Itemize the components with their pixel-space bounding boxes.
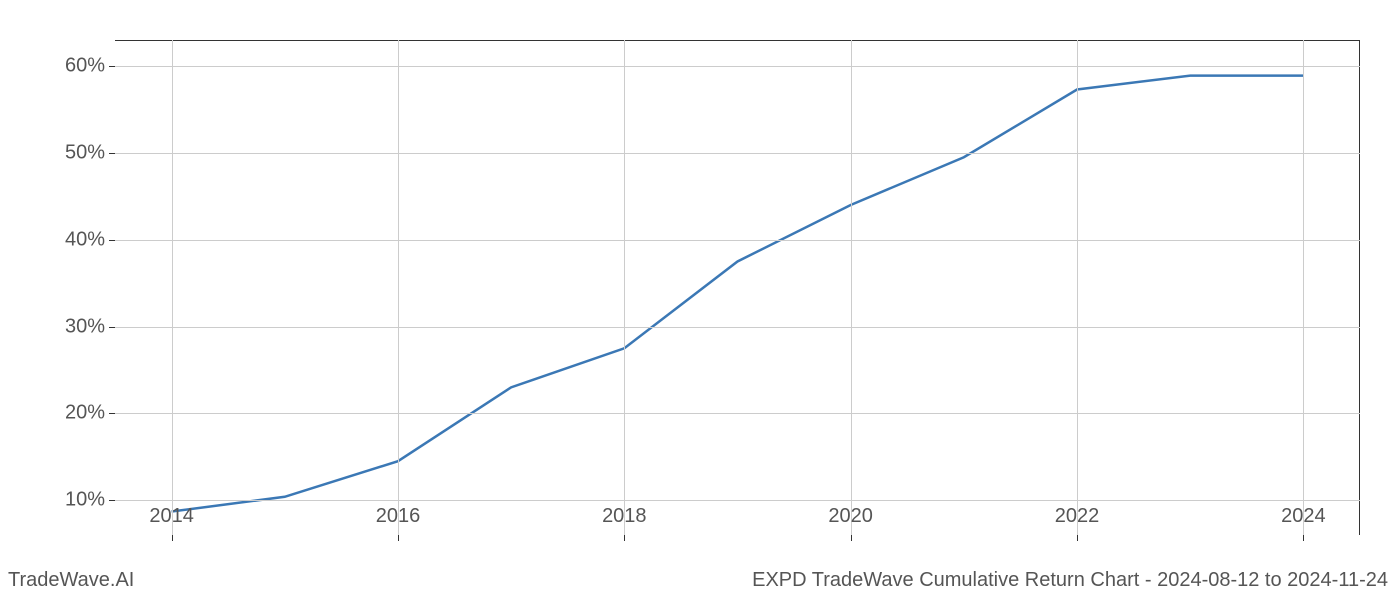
x-tick-label: 2018 [602, 505, 647, 528]
grid-line-vertical [851, 40, 852, 535]
x-tick-mark [172, 535, 173, 541]
x-tick-mark [624, 535, 625, 541]
x-tick-label: 2024 [1281, 505, 1326, 528]
y-tick-label: 10% [65, 489, 105, 512]
grid-line-horizontal [115, 500, 1360, 501]
y-tick-mark [109, 153, 115, 154]
grid-line-horizontal [115, 66, 1360, 67]
footer-left-text: TradeWave.AI [8, 569, 134, 592]
grid-line-horizontal [115, 240, 1360, 241]
y-tick-label: 30% [65, 315, 105, 338]
chart-line-svg [115, 40, 1360, 535]
x-tick-mark [851, 535, 852, 541]
grid-line-vertical [1303, 40, 1304, 535]
x-tick-mark [1077, 535, 1078, 541]
y-tick-mark [109, 413, 115, 414]
y-tick-mark [109, 500, 115, 501]
grid-line-vertical [172, 40, 173, 535]
x-tick-label: 2022 [1055, 505, 1100, 528]
footer-right-text: EXPD TradeWave Cumulative Return Chart -… [752, 569, 1388, 592]
grid-line-vertical [1077, 40, 1078, 535]
x-tick-label: 2014 [149, 505, 194, 528]
y-tick-mark [109, 66, 115, 67]
chart-plot-area [115, 40, 1360, 535]
grid-line-vertical [624, 40, 625, 535]
y-tick-label: 20% [65, 402, 105, 425]
grid-line-horizontal [115, 153, 1360, 154]
grid-line-horizontal [115, 413, 1360, 414]
y-tick-label: 50% [65, 141, 105, 164]
y-tick-mark [109, 240, 115, 241]
grid-line-vertical [398, 40, 399, 535]
y-tick-label: 40% [65, 228, 105, 251]
x-tick-label: 2020 [828, 505, 873, 528]
x-tick-mark [1303, 535, 1304, 541]
x-tick-mark [398, 535, 399, 541]
x-tick-label: 2016 [376, 505, 421, 528]
y-tick-mark [109, 327, 115, 328]
grid-line-horizontal [115, 327, 1360, 328]
y-tick-label: 60% [65, 55, 105, 78]
